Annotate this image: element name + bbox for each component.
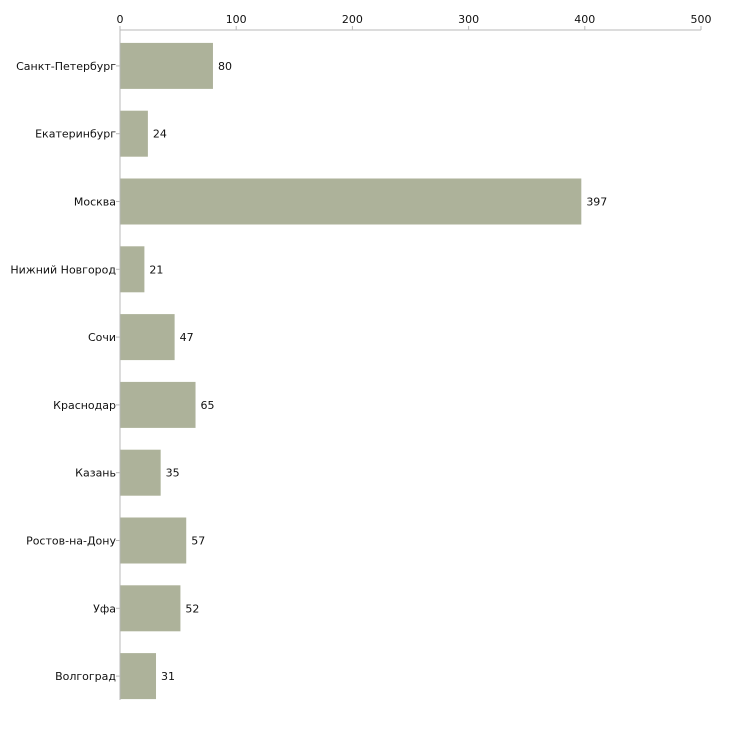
category-label: Казань (75, 467, 116, 480)
axes: 0 100 200 300 400 500 (116, 13, 712, 700)
bar (120, 653, 157, 700)
x-tick-label: 300 (458, 13, 479, 26)
data-label: 52 (185, 602, 199, 615)
x-tick-label: 400 (574, 13, 595, 26)
category-label: Волгоград (55, 670, 116, 683)
category-label: Уфа (93, 602, 116, 615)
category-label: Нижний Новгород (10, 263, 116, 276)
category-label: Санкт-Петербург (16, 60, 116, 73)
x-tick-label: 100 (226, 13, 247, 26)
bar (120, 381, 196, 428)
category-label: Краснодар (53, 399, 116, 412)
bars (120, 42, 582, 700)
category-label: Сочи (88, 331, 116, 344)
data-label: 80 (218, 60, 232, 73)
category-label: Москва (74, 196, 116, 209)
bar (120, 110, 148, 157)
data-label: 57 (191, 535, 205, 548)
bar (120, 42, 213, 89)
bar (120, 178, 582, 225)
data-label: 24 (153, 128, 167, 141)
x-tick-label: 200 (342, 13, 363, 26)
category-label: Ростов-на-Дону (26, 535, 116, 548)
x-tick-label: 500 (691, 13, 712, 26)
data-label: 65 (201, 399, 215, 412)
bar (120, 246, 145, 293)
x-tick-label: 0 (117, 13, 124, 26)
data-label: 47 (180, 331, 194, 344)
bar (120, 517, 187, 564)
data-label: 21 (149, 263, 163, 276)
data-label: 31 (161, 670, 175, 683)
data-label: 35 (166, 467, 180, 480)
bar (120, 314, 175, 361)
data-label: 397 (586, 196, 607, 209)
labels: Санкт-Петербург 80 Екатеринбург 24 Москва 397… (10, 60, 607, 683)
bar (120, 585, 181, 632)
category-label: Екатеринбург (35, 128, 116, 141)
bar (120, 449, 161, 496)
